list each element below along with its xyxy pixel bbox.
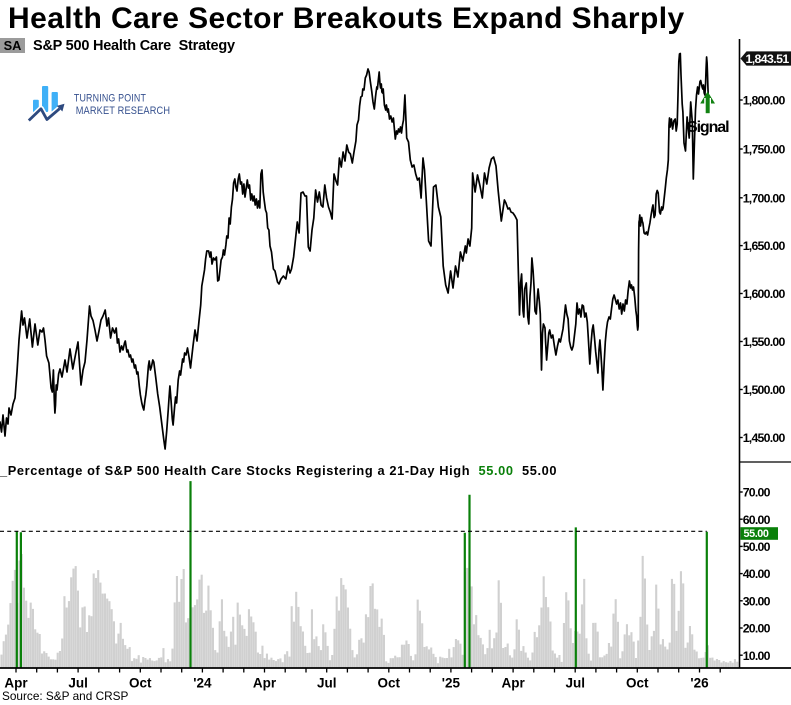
svg-text:Jul: Jul [565, 675, 585, 690]
svg-text:Oct: Oct [378, 675, 401, 690]
svg-text:70.00: 70.00 [743, 486, 771, 500]
svg-text:MARKET RESEARCH: MARKET RESEARCH [76, 105, 170, 117]
svg-text:Oct: Oct [626, 675, 649, 690]
svg-text:1,600.00: 1,600.00 [743, 287, 786, 301]
svg-text:1,750.00: 1,750.00 [743, 143, 786, 157]
svg-text:Jul: Jul [317, 675, 337, 690]
svg-text:1,550.00: 1,550.00 [743, 335, 786, 349]
svg-text:1,700.00: 1,700.00 [743, 191, 786, 205]
svg-text:'24: '24 [193, 675, 212, 690]
svg-text:20.00: 20.00 [743, 622, 771, 636]
svg-text:1,500.00: 1,500.00 [743, 383, 786, 397]
svg-text:TURNING POINT: TURNING POINT [74, 93, 146, 105]
svg-text:40.00: 40.00 [743, 567, 771, 581]
svg-text:'25: '25 [442, 675, 461, 690]
svg-text:Oct: Oct [129, 675, 152, 690]
svg-text:Jul: Jul [68, 675, 88, 690]
svg-text:Apr: Apr [501, 675, 525, 690]
svg-text:50.00: 50.00 [743, 540, 771, 554]
svg-text:Apr: Apr [4, 675, 28, 690]
svg-text:10.00: 10.00 [743, 649, 771, 663]
svg-text:55.00: 55.00 [744, 528, 769, 540]
svg-text:Apr: Apr [253, 675, 277, 690]
svg-text:Signal: Signal [687, 119, 729, 136]
svg-text:1,650.00: 1,650.00 [743, 239, 786, 253]
svg-text:1,450.00: 1,450.00 [743, 431, 786, 445]
svg-text:1,843.51: 1,843.51 [746, 52, 790, 66]
svg-text:'26: '26 [690, 675, 709, 690]
svg-text:1,800.00: 1,800.00 [743, 94, 786, 108]
svg-text:30.00: 30.00 [743, 594, 771, 608]
svg-text:60.00: 60.00 [743, 513, 771, 527]
